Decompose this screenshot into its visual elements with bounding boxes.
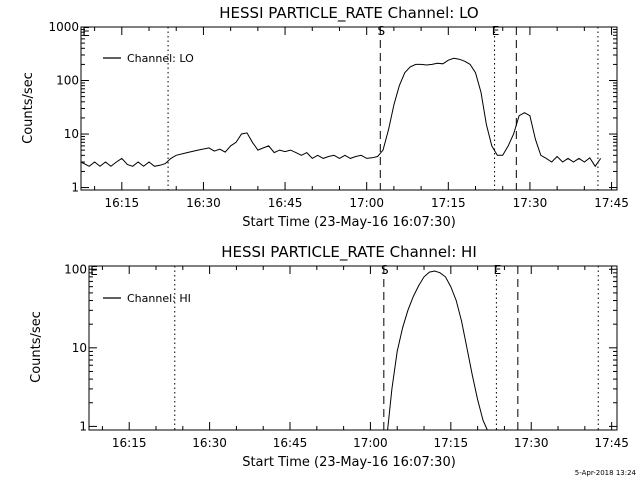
footer-timestamp: 5-Apr-2018 13:24: [575, 469, 637, 477]
channel-lo-panel: HESSI PARTICLE_RATE Channel: LO Start Ti…: [21, 4, 629, 230]
x-tick-label: 17:00: [349, 196, 384, 210]
y-tick-label: 1000: [48, 20, 79, 34]
marker-label: S: [377, 24, 385, 38]
x-tick-label: 16:45: [268, 196, 303, 210]
legend-label: Channel: HI: [127, 292, 191, 305]
edge-label: E: [90, 264, 98, 278]
x-tick-label: 17:15: [431, 196, 466, 210]
chart-title: HESSI PARTICLE_RATE Channel: HI: [221, 243, 477, 262]
y-axis-label: Counts/sec: [29, 311, 44, 383]
series-line: [80, 57, 602, 168]
channel-hi-panel: HESSI PARTICLE_RATE Channel: HI Start Ti…: [29, 243, 629, 470]
chart-title: HESSI PARTICLE_RATE Channel: LO: [219, 4, 478, 23]
x-tick-label: 17:45: [594, 196, 629, 210]
x-tick-label: 17:15: [434, 436, 469, 450]
x-tick-label: 16:30: [186, 196, 221, 210]
x-tick-label: 16:15: [105, 196, 140, 210]
x-axis-label: Start Time (23-May-16 16:07:30): [242, 455, 456, 470]
y-tick-label: 100: [56, 74, 79, 88]
marker-label: S: [381, 263, 389, 277]
y-tick-label: 1: [79, 419, 87, 433]
x-tick-label: 16:45: [273, 436, 308, 450]
legend-label: Channel: LO: [127, 52, 194, 65]
plot-frame: [88, 265, 618, 431]
marker-label: E: [494, 263, 502, 277]
x-tick-label: 17:30: [514, 436, 549, 450]
x-tick-label: 16:15: [112, 436, 147, 450]
y-tick-label: 10: [72, 341, 87, 355]
edge-label: E: [82, 25, 90, 39]
marker-label: E: [492, 24, 500, 38]
y-tick-label: 10: [64, 127, 79, 141]
x-tick-label: 17:30: [513, 196, 548, 210]
x-tick-label: 17:00: [353, 436, 388, 450]
y-tick-label: 100: [64, 262, 87, 276]
x-tick-label: 16:30: [192, 436, 227, 450]
y-tick-label: 1: [71, 181, 79, 195]
x-tick-label: 17:45: [594, 436, 629, 450]
y-axis-label: Counts/sec: [21, 72, 36, 144]
x-axis-label: Start Time (23-May-16 16:07:30): [242, 215, 456, 230]
series-line: [387, 270, 488, 431]
